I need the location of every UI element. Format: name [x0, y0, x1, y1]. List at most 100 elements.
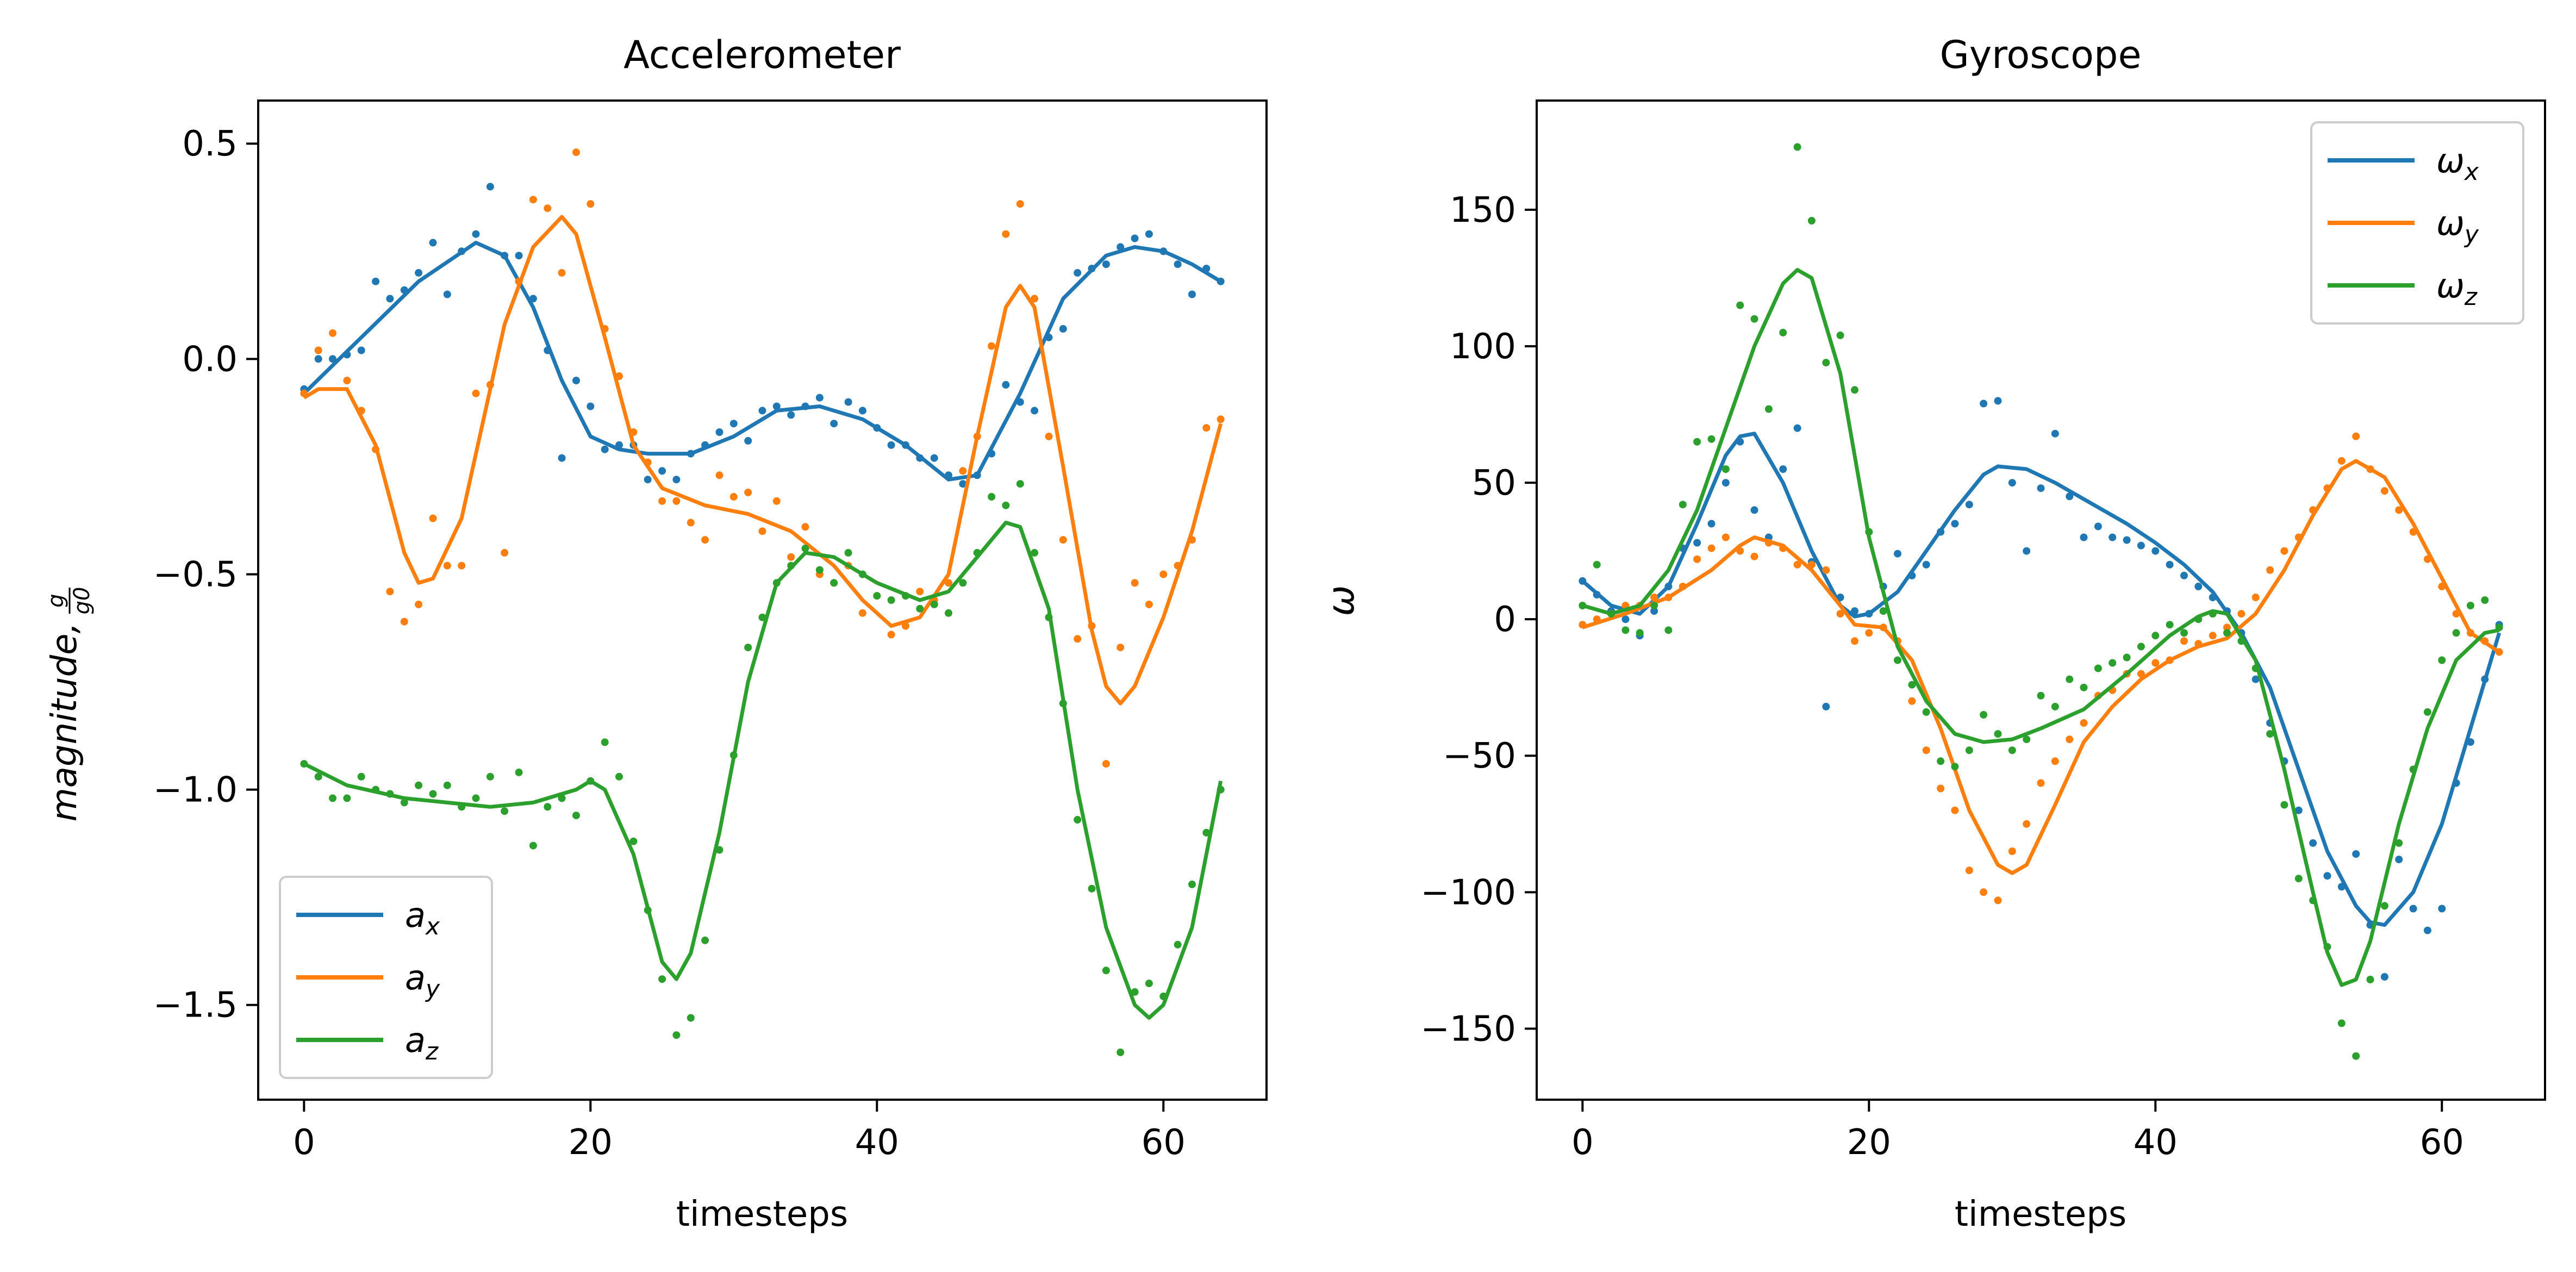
data-point-ω_z: [2251, 664, 2260, 672]
data-point-a_x: [815, 394, 824, 402]
y-tick-label: −0.5: [153, 554, 238, 595]
data-point-ω_y: [1908, 697, 1916, 705]
data-point-ω_y: [2180, 637, 2188, 645]
data-point-a_x: [601, 445, 609, 453]
data-point-a_x: [1088, 265, 1096, 272]
data-point-a_y: [558, 269, 566, 277]
x-tick-label: 40: [2134, 1123, 2178, 1163]
data-point-a_x: [902, 441, 909, 449]
data-point-a_z: [314, 772, 322, 781]
data-point-ω_z: [2467, 602, 2474, 609]
data-point-ω_z: [1807, 217, 1816, 225]
data-point-a_x: [1188, 290, 1196, 298]
data-point-ω_y: [2423, 555, 2431, 563]
data-point-a_y: [1159, 570, 1168, 578]
data-point-a_y: [959, 467, 967, 475]
data-point-a_y: [758, 527, 766, 535]
data-point-ω_z: [2380, 902, 2388, 910]
data-point-a_z: [572, 812, 580, 820]
data-point-ω_x: [2481, 675, 2489, 683]
data-point-a_x: [1102, 260, 1110, 269]
x-tick-label: 60: [1142, 1123, 1186, 1163]
data-point-a_y: [415, 600, 423, 608]
x-tick-label: 0: [1571, 1123, 1594, 1163]
data-point-a_y: [1188, 536, 1196, 544]
data-point-a_z: [758, 613, 766, 621]
data-point-ω_x: [2337, 883, 2346, 891]
data-point-ω_y: [1851, 637, 1858, 645]
data-point-ω_y: [1650, 594, 1658, 601]
data-point-a_z: [945, 609, 952, 617]
data-point-a_x: [501, 252, 509, 260]
x-tick-label: 60: [2420, 1123, 2464, 1163]
data-point-ω_z: [2137, 643, 2145, 651]
data-point-a_y: [1174, 562, 1182, 570]
legend-box: [279, 876, 493, 1079]
data-point-ω_z: [1650, 602, 1658, 609]
data-point-a_y: [472, 389, 480, 397]
data-point-ω_y: [2209, 632, 2217, 640]
gyroscope-x-axis-label: timesteps: [1955, 1194, 2126, 1234]
data-point-ω_x: [2194, 582, 2203, 590]
data-point-ω_z: [1693, 438, 1701, 446]
data-point-a_x: [715, 428, 723, 436]
data-point-a_x: [1059, 325, 1067, 333]
data-point-a_z: [1016, 480, 1024, 488]
data-point-ω_x: [1722, 479, 1730, 487]
data-point-a_y: [687, 519, 695, 527]
data-point-ω_z: [1836, 331, 1844, 339]
data-point-a_y: [572, 148, 580, 157]
data-point-ω_z: [2237, 637, 2246, 645]
data-point-ω_z: [2409, 765, 2417, 774]
data-point-ω_x: [1750, 506, 1758, 514]
data-point-ω_y: [1579, 621, 1587, 629]
data-point-a_x: [701, 441, 709, 449]
data-point-ω_x: [1650, 607, 1658, 615]
data-point-ω_z: [1750, 315, 1758, 323]
data-point-ω_z: [1621, 626, 1630, 634]
data-point-a_y: [858, 609, 866, 617]
data-point-ω_x: [2166, 560, 2174, 569]
data-point-ω_x: [2395, 856, 2403, 864]
data-point-ω_y: [1836, 610, 1844, 618]
data-point-ω_z: [1865, 528, 1873, 536]
legend-label-a_z: az: [405, 1020, 439, 1065]
data-point-a_x: [758, 407, 766, 415]
data-point-a_z: [1059, 700, 1067, 708]
data-point-a_y: [945, 579, 952, 587]
data-point-ω_z: [1664, 626, 1673, 634]
data-point-ω_z: [1736, 301, 1744, 309]
data-point-a_y: [916, 588, 924, 596]
data-point-a_z: [415, 781, 423, 789]
data-point-a_x: [472, 230, 480, 238]
data-point-ω_y: [1707, 544, 1716, 552]
x-tick-label: 20: [569, 1123, 613, 1163]
data-point-a_x: [744, 437, 752, 445]
data-point-a_z: [1031, 548, 1039, 557]
data-point-ω_x: [2137, 541, 2145, 550]
legend-label-ω_z: ωz: [2436, 266, 2478, 311]
data-point-a_z: [1131, 988, 1139, 996]
data-point-a_y: [329, 329, 336, 337]
data-point-ω_y: [1750, 552, 1758, 560]
data-point-ω_x: [1865, 610, 1873, 618]
data-point-a_y: [787, 553, 795, 561]
data-point-a_y: [501, 548, 509, 557]
data-point-a_y: [1059, 536, 1067, 544]
data-point-ω_z: [1793, 143, 1801, 151]
accelerometer-y-axis-label: magnitude, g g0: [43, 587, 95, 822]
data-point-ω_y: [2194, 640, 2203, 648]
data-point-ω_z: [2266, 730, 2274, 738]
data-point-ω_y: [2380, 487, 2388, 495]
data-point-a_x: [801, 402, 809, 410]
data-point-ω_y: [1937, 784, 1945, 793]
data-point-a_z: [458, 803, 466, 811]
data-point-ω_x: [2180, 571, 2188, 579]
data-point-a_x: [658, 467, 666, 475]
data-point-a_x: [1202, 265, 1211, 272]
data-point-ω_x: [2008, 479, 2016, 487]
data-point-a_z: [558, 794, 566, 802]
data-point-ω_x: [2151, 547, 2160, 555]
data-point-a_x: [443, 290, 451, 298]
data-point-a_x: [400, 286, 408, 294]
